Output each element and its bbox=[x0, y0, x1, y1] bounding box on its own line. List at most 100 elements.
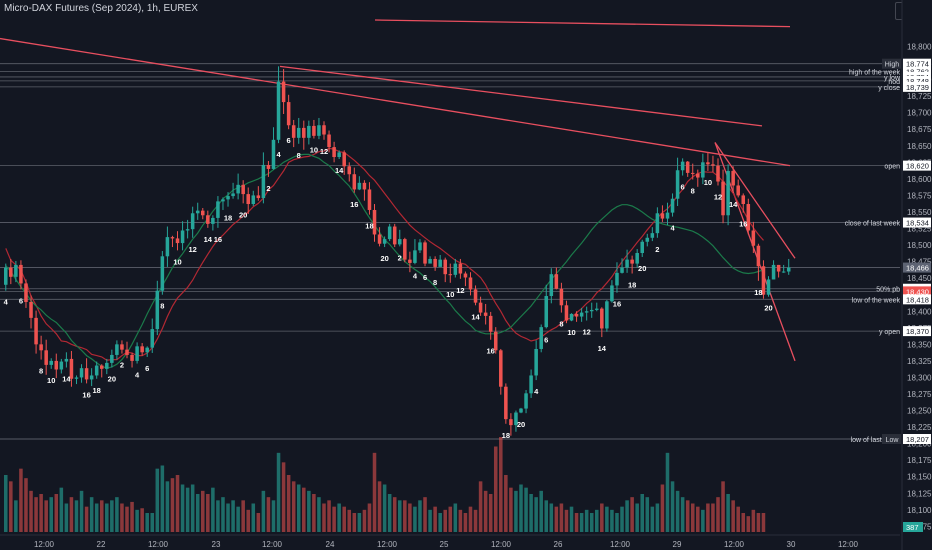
volume-bar bbox=[155, 468, 160, 532]
candle-body bbox=[155, 290, 160, 330]
price-tag-label: 18,207 bbox=[906, 435, 929, 444]
candle-hour-label: 16 bbox=[739, 220, 747, 229]
candle-body bbox=[721, 181, 725, 216]
candle-body bbox=[448, 274, 453, 276]
candle-hour-label: 18 bbox=[754, 288, 762, 297]
candle-body bbox=[650, 233, 655, 238]
volume-bar bbox=[281, 462, 286, 532]
volume-bar bbox=[478, 481, 483, 532]
volume-bar bbox=[302, 487, 306, 532]
volume-bar bbox=[362, 509, 367, 532]
volume-bar bbox=[49, 497, 53, 532]
level-label: y low bbox=[884, 75, 901, 82]
candle-body bbox=[731, 170, 735, 186]
volume-bar bbox=[403, 500, 407, 532]
y-tick-label: 18,575 bbox=[907, 191, 932, 200]
volume-bar bbox=[529, 494, 533, 532]
candle-body bbox=[180, 230, 185, 244]
candle-body bbox=[246, 194, 250, 205]
candle-body bbox=[226, 196, 230, 200]
candle-body bbox=[569, 313, 574, 321]
candle-hour-label: 10 bbox=[173, 257, 181, 266]
volume-bar bbox=[579, 513, 584, 532]
volume-bar bbox=[539, 490, 543, 532]
candle-body bbox=[337, 152, 341, 158]
volume-bar bbox=[256, 513, 261, 532]
x-tick-label: 12:00 bbox=[838, 540, 859, 549]
candle-body bbox=[660, 213, 665, 219]
candle-body bbox=[595, 308, 599, 310]
volume-bar bbox=[509, 487, 513, 532]
volume-bar bbox=[307, 490, 311, 532]
volume-bar bbox=[195, 494, 200, 532]
candle-body bbox=[463, 273, 468, 278]
hl-tag-label: High bbox=[885, 62, 900, 69]
candle-body bbox=[493, 331, 498, 351]
price-tag-label: 18,774 bbox=[906, 60, 929, 69]
volume-bar bbox=[726, 494, 730, 532]
candle-body bbox=[701, 162, 705, 178]
candle-hour-label: 2 bbox=[398, 253, 402, 262]
candle-hour-label: 6 bbox=[287, 136, 291, 145]
volume-bar bbox=[4, 475, 8, 532]
volume-bar bbox=[69, 497, 74, 532]
volume-bar bbox=[514, 490, 518, 532]
candle-body bbox=[473, 289, 478, 303]
candle-hour-label: 12 bbox=[714, 192, 722, 201]
volume-bar bbox=[206, 494, 210, 532]
volume-bar bbox=[630, 497, 634, 532]
volume-bar bbox=[180, 484, 185, 532]
candle-body bbox=[488, 315, 493, 332]
hl-tag bbox=[882, 434, 901, 445]
candle-body bbox=[74, 377, 79, 379]
y-tick-label: 18,600 bbox=[907, 175, 932, 184]
candle-body bbox=[716, 165, 720, 182]
candle-body bbox=[291, 125, 296, 138]
candle-body bbox=[94, 365, 99, 376]
candle-hour-label: 10 bbox=[446, 290, 454, 299]
volume-bar bbox=[24, 478, 28, 532]
candle-body bbox=[49, 360, 53, 365]
candle-body bbox=[761, 266, 766, 295]
x-tick-label: 26 bbox=[554, 540, 563, 549]
candle-body bbox=[382, 239, 387, 244]
candle-body bbox=[44, 350, 48, 365]
volume-bar bbox=[54, 494, 59, 532]
candle-hour-label: 18 bbox=[224, 214, 232, 223]
candle-body bbox=[786, 267, 791, 272]
candle-hour-label: 6 bbox=[19, 296, 23, 305]
volume-bar bbox=[433, 506, 437, 532]
volume-bar bbox=[438, 513, 442, 532]
volume-bar bbox=[690, 503, 695, 532]
candle-hour-label: 6 bbox=[544, 335, 548, 344]
volume-bar bbox=[276, 452, 281, 532]
chart-title: Micro-DAX Futures (Sep 2024), 1h, EUREX bbox=[4, 3, 198, 14]
candle-body bbox=[771, 264, 776, 280]
candle-hour-label: 2 bbox=[655, 245, 659, 254]
candle-body bbox=[529, 375, 533, 394]
candle-hour-label: 16 bbox=[350, 200, 358, 209]
candle-hour-label: 12 bbox=[456, 286, 464, 295]
volume-bar bbox=[34, 497, 38, 532]
candle-body bbox=[418, 242, 422, 251]
candle-body bbox=[458, 263, 463, 274]
volume-bar bbox=[398, 500, 402, 532]
candle-body bbox=[468, 277, 473, 290]
x-tick-label: 23 bbox=[212, 540, 221, 549]
candle-body bbox=[302, 127, 306, 138]
volume-bar bbox=[711, 503, 715, 532]
candle-body bbox=[696, 173, 700, 178]
candle-hour-label: 10 bbox=[567, 328, 575, 337]
level-label: close of last week bbox=[845, 221, 901, 228]
candle-hour-label: 4 bbox=[276, 150, 281, 159]
candle-body bbox=[317, 125, 321, 136]
candle-hour-label: 2 bbox=[266, 184, 270, 193]
x-tick-label: 12:00 bbox=[34, 540, 55, 549]
volume-tag bbox=[903, 522, 923, 532]
price-tag-label: 18,370 bbox=[906, 327, 929, 336]
candle-body bbox=[428, 258, 432, 264]
volume-bar bbox=[110, 500, 114, 532]
candle-body bbox=[776, 264, 781, 272]
y-tick-label: 18,550 bbox=[907, 208, 932, 217]
